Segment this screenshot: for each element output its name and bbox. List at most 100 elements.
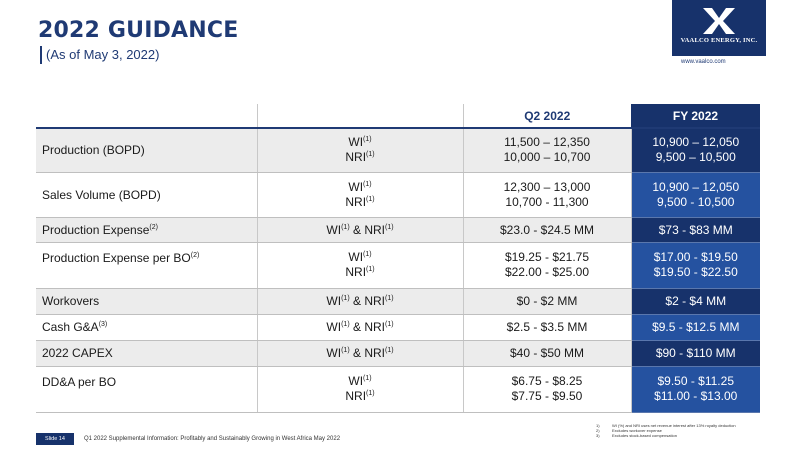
interest-wi: WI <box>326 222 342 237</box>
interest-wi: WI <box>326 294 342 308</box>
footnote-ref: (1) <box>341 295 350 302</box>
row-q2-value: $6.75 - $8.25 $7.75 - $9.50 <box>463 366 632 413</box>
footnote-item: 2) Excludes workover expense <box>596 428 736 433</box>
footnote-ref: (1) <box>363 136 372 144</box>
header-blank-label <box>36 104 258 129</box>
row-label: Workovers <box>36 288 258 315</box>
footer-text: Q1 2022 Supplemental Information: Profit… <box>84 436 341 442</box>
q2-nri-value: $22.00 - $25.00 <box>504 265 590 279</box>
row-fy-value: 10,900 – 12,050 9,500 - 10,500 <box>631 172 760 218</box>
row-fy-value: $73 - $83 MM <box>631 217 760 243</box>
interest-wi: WI <box>326 320 342 334</box>
q2-wi-value: 12,300 – 13,000 <box>503 179 591 194</box>
row-fy-value: $2 - $4 MM <box>631 288 760 315</box>
row-fy-value: $9.50 - $11.25 $11.00 - $13.00 <box>631 366 760 413</box>
interest-nri: NRI <box>345 150 367 165</box>
header-blank-type <box>257 104 464 129</box>
row-label-text: Sales Volume (BOPD) <box>42 187 161 202</box>
table-row-capex: 2022 CAPEX WI(1) & NRI(1) $40 - $50 MM $… <box>36 340 760 367</box>
vaalco-v-logo-icon <box>703 8 735 34</box>
row-interest-type: WI(1) & NRI(1) <box>257 340 464 367</box>
table-row-cash-ga: Cash G&A(3) WI(1) & NRI(1) $2.5 - $3.5 M… <box>36 314 760 341</box>
footnote-number: 2) <box>596 428 600 433</box>
footnote-ref: (2) <box>149 223 158 231</box>
row-q2-value: $2.5 - $3.5 MM <box>463 314 632 341</box>
interest-nri: NRI <box>345 265 367 279</box>
row-interest-type: WI(1) NRI(1) <box>257 128 464 173</box>
footnote-ref: (1) <box>385 321 394 328</box>
q2-nri-value: 10,000 – 10,700 <box>503 150 591 165</box>
fy-nri-value: 9,500 – 10,500 <box>655 150 736 165</box>
footnote-item: 3) Excludes stock-based compensation <box>596 433 736 438</box>
table-row-production-expense: Production Expense(2) WI(1) & NRI(1) $23… <box>36 217 760 243</box>
row-interest-type: WI(1) & NRI(1) <box>257 314 464 341</box>
logo-company-name: VAALCO ENERGY, INC. <box>680 37 758 44</box>
interest-nri: NRI <box>364 320 385 334</box>
row-interest-type: WI(1) NRI(1) <box>257 172 464 218</box>
company-url: www.vaalco.com <box>681 59 726 65</box>
footnote-ref: (1) <box>366 390 375 397</box>
interest-wi: WI <box>348 135 364 150</box>
interest-wi: WI <box>348 179 364 194</box>
table-header-row: Q2 2022 FY 2022 <box>36 104 760 129</box>
footnote-ref: (2) <box>190 251 200 259</box>
row-interest-type: WI(1) NRI(1) <box>257 366 464 413</box>
page-title: 2022 GUIDANCE <box>38 18 239 43</box>
footnote-number: 1) <box>596 423 600 428</box>
q2-wi-value: 11,500 – 12,350 <box>504 135 590 150</box>
footnote-ref: (1) <box>341 321 350 328</box>
footnote-ref: (1) <box>385 295 394 302</box>
q2-nri-value: $7.75 - $9.50 <box>511 389 583 403</box>
row-interest-type: WI(1) & NRI(1) <box>257 217 464 243</box>
footnote-item: 1) WI (%) and NRI uses net revenue intere… <box>596 423 736 428</box>
interest-nri: NRI <box>364 346 385 360</box>
slide-number-badge: Slide 14 <box>36 433 74 445</box>
interest-wi: WI <box>348 250 364 264</box>
subtitle-accent-bar <box>40 46 42 64</box>
page-subtitle: (As of May 3, 2022) <box>46 47 160 62</box>
row-label-text: 2022 CAPEX <box>42 346 113 360</box>
footnote-ref: (3) <box>98 321 108 328</box>
table-row-dda-per-bo: DD&A per BO WI(1) NRI(1) $6.75 - $8.25 $… <box>36 366 760 413</box>
company-logo: VAALCO ENERGY, INC. <box>672 0 766 56</box>
row-label-text: Production Expense <box>42 222 150 237</box>
footnotes: 1) WI (%) and NRI uses net revenue intere… <box>596 423 736 438</box>
footnote-ref: (1) <box>341 223 350 231</box>
row-fy-value: $90 - $110 MM <box>631 340 760 367</box>
fy-nri-value: $19.50 - $22.50 <box>653 265 738 279</box>
row-label-text: Production Expense per BO <box>42 250 191 265</box>
footnote-ref: (1) <box>366 195 375 203</box>
row-label-text: Production (BOPD) <box>42 143 145 158</box>
guidance-table: Q2 2022 FY 2022 Production (BOPD) WI(1) … <box>36 104 760 413</box>
table-row-sales-volume: Sales Volume (BOPD) WI(1) NRI(1) 12,300 … <box>36 172 760 218</box>
interest-join: & <box>349 346 365 360</box>
footnote-ref: (1) <box>363 251 372 258</box>
table-row-production-expense-per-bo: Production Expense per BO(2) WI(1) NRI(1… <box>36 242 760 289</box>
row-interest-type: WI(1) NRI(1) <box>257 242 464 289</box>
table-row-production: Production (BOPD) WI(1) NRI(1) 11,500 – … <box>36 128 760 173</box>
q2-wi-value: $19.25 - $21.75 <box>504 250 590 264</box>
interest-wi: WI <box>326 346 342 360</box>
interest-wi: WI <box>348 374 364 388</box>
interest-nri: NRI <box>345 194 367 209</box>
row-q2-value: $0 - $2 MM <box>463 288 632 315</box>
footnote-text: Excludes workover expense <box>612 428 662 433</box>
footnote-ref: (1) <box>385 347 394 354</box>
footnote-ref: (1) <box>366 266 375 273</box>
fy-wi-value: $9.50 - $11.25 <box>657 374 734 388</box>
row-label-text: DD&A per BO <box>42 374 117 389</box>
row-fy-value: $9.5 - $12.5 MM <box>631 314 760 341</box>
header-fy-2022: FY 2022 <box>631 104 760 129</box>
table-row-workovers: Workovers WI(1) & NRI(1) $0 - $2 MM $2 -… <box>36 288 760 315</box>
row-label: Production Expense(2) <box>36 217 258 243</box>
footnote-ref: (1) <box>366 151 375 159</box>
fy-wi-value: 10,900 – 12,050 <box>652 179 740 194</box>
row-interest-type: WI(1) & NRI(1) <box>257 288 464 315</box>
q2-nri-value: 10,700 - 11,300 <box>505 194 589 209</box>
footnote-number: 3) <box>596 433 600 438</box>
row-label-text: Workovers <box>42 294 100 308</box>
footnote-ref: (1) <box>341 347 350 354</box>
row-fy-value: $17.00 - $19.50 $19.50 - $22.50 <box>631 242 760 289</box>
row-q2-value: $19.25 - $21.75 $22.00 - $25.00 <box>463 242 632 289</box>
row-label: Production (BOPD) <box>36 128 258 173</box>
